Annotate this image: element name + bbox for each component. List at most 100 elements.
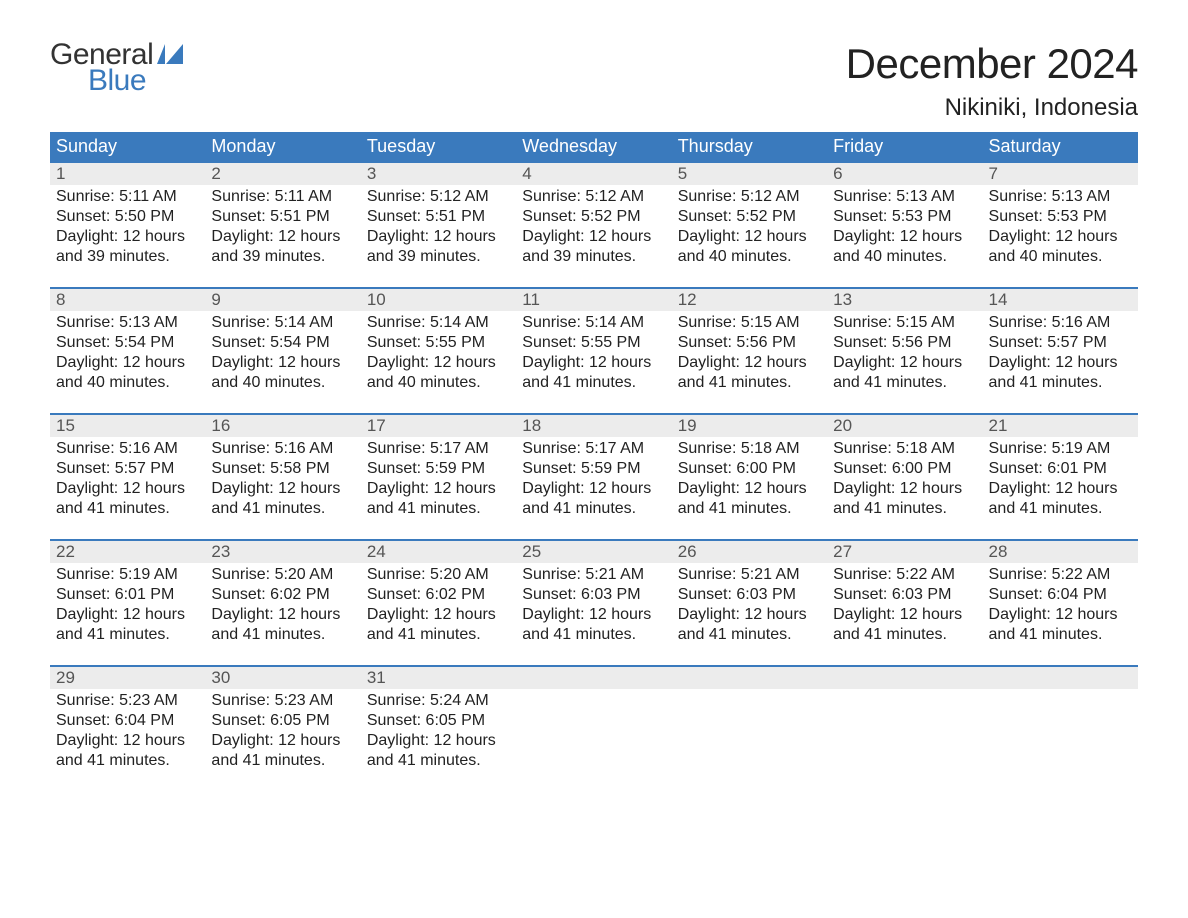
day-ss: Sunset: 5:58 PM xyxy=(211,459,354,479)
day-ss: Sunset: 5:59 PM xyxy=(367,459,510,479)
day-d1: Daylight: 12 hours xyxy=(367,479,510,499)
calendar-week: 15161718192021Sunrise: 5:16 AMSunset: 5:… xyxy=(50,413,1138,521)
day-sr: Sunrise: 5:13 AM xyxy=(56,313,199,333)
day-sr: Sunrise: 5:16 AM xyxy=(989,313,1132,333)
day-cell: Sunrise: 5:17 AMSunset: 5:59 PMDaylight:… xyxy=(361,437,516,521)
day-number: 19 xyxy=(672,415,827,437)
day-ss: Sunset: 5:56 PM xyxy=(833,333,976,353)
day-d1: Daylight: 12 hours xyxy=(367,227,510,247)
day-d1: Daylight: 12 hours xyxy=(678,479,821,499)
location-text: Nikiniki, Indonesia xyxy=(846,94,1138,122)
day-number: 25 xyxy=(516,541,671,563)
day-d2: and 39 minutes. xyxy=(56,247,199,267)
day-content-row: Sunrise: 5:23 AM Sunset: 6:04 PM Daylight:… xyxy=(50,689,1138,773)
day-d1: Daylight: 12 hours xyxy=(989,479,1132,499)
day-ss: Sunset: 5:53 PM xyxy=(989,207,1132,227)
day-cell: Sunrise: 5:20 AMSunset: 6:02 PMDaylight:… xyxy=(361,563,516,647)
day-number: 4 xyxy=(516,163,671,185)
day-number xyxy=(672,667,827,689)
day-number: 15 xyxy=(50,415,205,437)
day-header-fri: Friday xyxy=(827,132,982,161)
day-header-thu: Thursday xyxy=(672,132,827,161)
day-d2: and 39 minutes. xyxy=(522,247,665,267)
day-cell: Sunrise: 5:11 AMSunset: 5:50 PMDaylight:… xyxy=(50,185,205,269)
day-number: 2 xyxy=(205,163,360,185)
day-content-row: Sunrise: 5:16 AMSunset: 5:57 PMDaylight:… xyxy=(50,437,1138,521)
day-cell: Sunrise: 5:16 AMSunset: 5:57 PMDaylight:… xyxy=(983,311,1138,395)
day-d1: Daylight: 12 hours xyxy=(56,353,199,373)
day-d1: Daylight: 12 hours xyxy=(367,731,510,751)
day-d2: and 41 minutes. xyxy=(56,499,199,519)
calendar-page: General Blue December 2024 Nikiniki, Ind… xyxy=(0,0,1188,793)
day-number: 27 xyxy=(827,541,982,563)
day-cell: Sunrise: 5:18 AMSunset: 6:00 PMDaylight:… xyxy=(827,437,982,521)
day-sr: Sunrise: 5:21 AM xyxy=(522,565,665,585)
day-header-tue: Tuesday xyxy=(361,132,516,161)
day-ss: Sunset: 5:55 PM xyxy=(522,333,665,353)
day-ss: Sunset: 5:50 PM xyxy=(56,207,199,227)
day-cell xyxy=(983,689,1138,773)
day-number: 11 xyxy=(516,289,671,311)
day-cell: Sunrise: 5:11 AMSunset: 5:51 PMDaylight:… xyxy=(205,185,360,269)
day-sr: Sunrise: 5:13 AM xyxy=(989,187,1132,207)
day-ss: Sunset: 5:52 PM xyxy=(678,207,821,227)
day-d2: and 40 minutes. xyxy=(833,247,976,267)
day-d1: Daylight: 12 hours xyxy=(522,479,665,499)
day-d2: and 39 minutes. xyxy=(367,247,510,267)
day-header-sat: Saturday xyxy=(983,132,1138,161)
day-d2: and 41 minutes. xyxy=(678,373,821,393)
day-cell: Sunrise: 5:12 AMSunset: 5:52 PMDaylight:… xyxy=(516,185,671,269)
title-block: December 2024 Nikiniki, Indonesia xyxy=(846,40,1138,122)
day-cell: Sunrise: 5:14 AMSunset: 5:55 PMDaylight:… xyxy=(516,311,671,395)
day-ss: Sunset: 6:05 PM xyxy=(211,711,354,731)
day-ss: Sunset: 5:56 PM xyxy=(678,333,821,353)
day-sr: Sunrise: 5:14 AM xyxy=(367,313,510,333)
day-sr: Sunrise: 5:12 AM xyxy=(522,187,665,207)
calendar-week: 891011121314Sunrise: 5:13 AMSunset: 5:54… xyxy=(50,287,1138,395)
day-d1: Daylight: 12 hours xyxy=(833,353,976,373)
calendar-header-row: Sunday Monday Tuesday Wednesday Thursday… xyxy=(50,132,1138,161)
day-number: 21 xyxy=(983,415,1138,437)
day-d1: Daylight: 12 hours xyxy=(211,605,354,625)
day-d1: Daylight: 12 hours xyxy=(56,227,199,247)
day-number xyxy=(827,667,982,689)
day-d2: and 41 minutes. xyxy=(56,625,199,645)
day-d2: and 41 minutes. xyxy=(367,625,510,645)
day-sr: Sunrise: 5:24 AM xyxy=(367,691,510,711)
day-content-row: Sunrise: 5:11 AMSunset: 5:50 PMDaylight:… xyxy=(50,185,1138,269)
day-number: 24 xyxy=(361,541,516,563)
day-d2: and 41 minutes. xyxy=(833,625,976,645)
day-sr: Sunrise: 5:16 AM xyxy=(56,439,199,459)
day-number: 1 xyxy=(50,163,205,185)
day-sr: Sunrise: 5:20 AM xyxy=(211,565,354,585)
day-number: 7 xyxy=(983,163,1138,185)
day-number: 10 xyxy=(361,289,516,311)
day-d1: Daylight: 12 hours xyxy=(989,353,1132,373)
day-d2: and 40 minutes. xyxy=(989,247,1132,267)
day-ss: Sunset: 5:51 PM xyxy=(367,207,510,227)
day-ss: Sunset: 6:03 PM xyxy=(833,585,976,605)
day-d2: and 41 minutes. xyxy=(678,625,821,645)
day-ss: Sunset: 5:54 PM xyxy=(56,333,199,353)
day-ss: Sunset: 6:03 PM xyxy=(522,585,665,605)
day-d2: and 41 minutes. xyxy=(833,373,976,393)
day-sr: Sunrise: 5:23 AM xyxy=(211,691,354,711)
day-sr: Sunrise: 5:22 AM xyxy=(989,565,1132,585)
day-sr: Sunrise: 5:12 AM xyxy=(367,187,510,207)
day-sr: Sunrise: 5:19 AM xyxy=(989,439,1132,459)
day-d2: and 40 minutes. xyxy=(56,373,199,393)
day-cell: Sunrise: 5:13 AMSunset: 5:54 PMDaylight:… xyxy=(50,311,205,395)
day-content-row: Sunrise: 5:13 AMSunset: 5:54 PMDaylight:… xyxy=(50,311,1138,395)
day-d2: and 41 minutes. xyxy=(56,751,199,771)
day-d1: Daylight: 12 hours xyxy=(522,353,665,373)
day-number: 14 xyxy=(983,289,1138,311)
day-number xyxy=(983,667,1138,689)
day-number xyxy=(516,667,671,689)
day-d1: Daylight: 12 hours xyxy=(678,353,821,373)
day-ss: Sunset: 6:04 PM xyxy=(56,711,199,731)
day-d2: and 41 minutes. xyxy=(211,499,354,519)
day-number: 20 xyxy=(827,415,982,437)
day-ss: Sunset: 6:01 PM xyxy=(989,459,1132,479)
day-ss: Sunset: 5:51 PM xyxy=(211,207,354,227)
day-cell: Sunrise: 5:20 AMSunset: 6:02 PMDaylight:… xyxy=(205,563,360,647)
